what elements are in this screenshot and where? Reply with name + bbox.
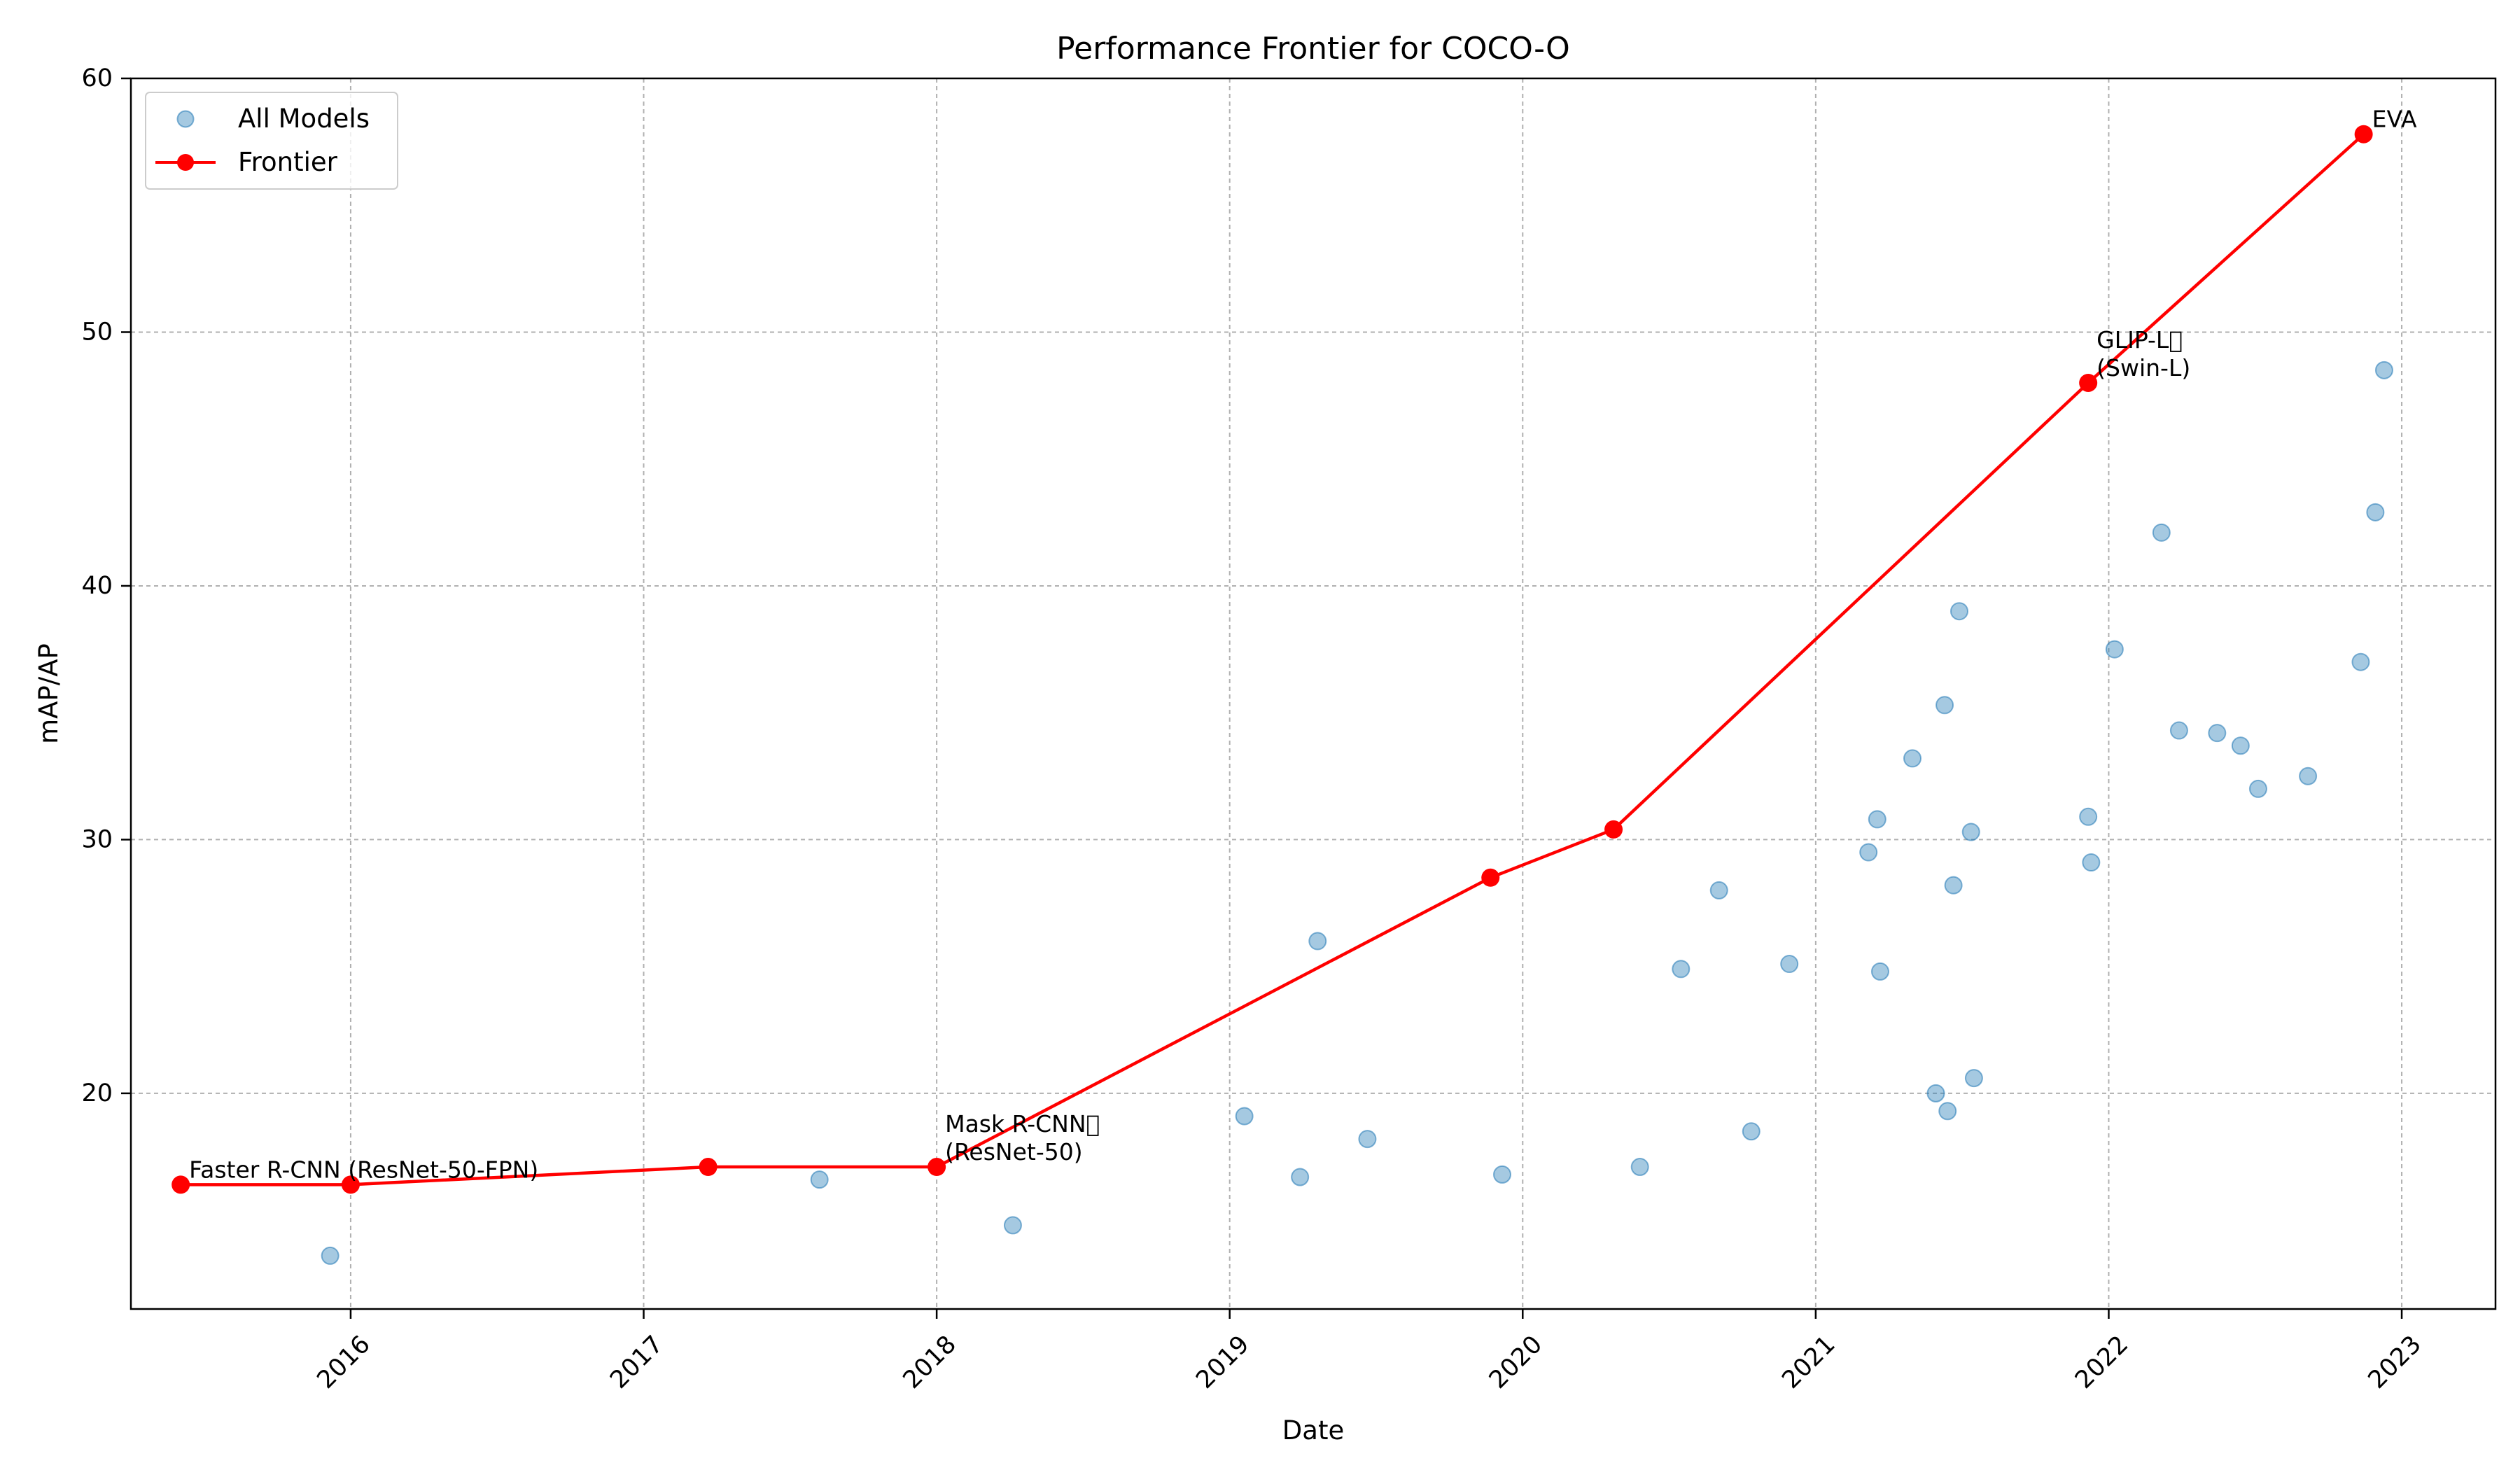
scatter-point-17 bbox=[1926, 1084, 1945, 1102]
scatter-point-14 bbox=[1868, 810, 1886, 829]
scatter-point-25 bbox=[2082, 853, 2101, 872]
scatter-point-0 bbox=[321, 1246, 340, 1265]
scatter-point-21 bbox=[1949, 602, 1968, 621]
scatter-point-8 bbox=[1630, 1158, 1649, 1177]
x-axis-label: Date bbox=[1282, 1415, 1344, 1446]
scatter-point-33 bbox=[2351, 652, 2370, 671]
scatter-point-32 bbox=[2299, 766, 2318, 785]
legend: All Models Frontier bbox=[145, 92, 398, 190]
legend-scatter-label: All Models bbox=[238, 104, 370, 134]
frontier-point-3 bbox=[927, 1158, 946, 1177]
annotation-0-line-0: Faster R-CNN (ResNet-50-FPN) bbox=[189, 1156, 538, 1183]
scatter-point-2 bbox=[1003, 1216, 1022, 1235]
scatter-point-26 bbox=[2105, 640, 2124, 659]
y-tick-label-20: 20 bbox=[81, 1079, 113, 1107]
scatter-point-1 bbox=[810, 1170, 829, 1189]
frontier-point-4 bbox=[1481, 868, 1500, 887]
legend-box bbox=[145, 92, 398, 190]
chart-title: Performance Frontier for COCO-O bbox=[1056, 31, 1570, 66]
scatter-point-34 bbox=[2366, 503, 2385, 522]
legend-frontier-marker bbox=[177, 154, 194, 171]
annotation-2-line-0: GLIP-L  bbox=[2096, 326, 2183, 354]
scatter-point-20 bbox=[1944, 876, 1963, 895]
scatter-point-6 bbox=[1358, 1130, 1377, 1149]
scatter-point-19 bbox=[1938, 1102, 1957, 1121]
y-tick-label-30: 30 bbox=[81, 825, 113, 853]
scatter-point-22 bbox=[1961, 822, 1980, 841]
frontier-point-2 bbox=[699, 1158, 718, 1177]
scatter-point-3 bbox=[1235, 1107, 1254, 1126]
frontier-point-1 bbox=[341, 1175, 360, 1194]
y-tick-label-50: 50 bbox=[81, 318, 113, 346]
scatter-point-27 bbox=[2152, 523, 2171, 542]
scatter-point-7 bbox=[1492, 1165, 1511, 1184]
scatter-point-24 bbox=[2079, 807, 2098, 826]
scatter-point-5 bbox=[1308, 932, 1327, 951]
scatter-point-9 bbox=[1672, 960, 1690, 979]
frontier-point-7 bbox=[2354, 125, 2373, 144]
scatter-layer bbox=[321, 360, 2393, 1265]
scatter-point-15 bbox=[1870, 962, 1889, 981]
legend-frontier-label: Frontier bbox=[238, 147, 338, 177]
frontier-point-0 bbox=[172, 1175, 190, 1194]
scatter-point-4 bbox=[1291, 1168, 1310, 1186]
scatter-point-31 bbox=[2248, 779, 2267, 798]
annotation-1-line-1: (ResNet-50) bbox=[945, 1138, 1083, 1166]
annotation-3-line-0: EVA bbox=[2372, 106, 2417, 133]
scatter-point-12 bbox=[1780, 955, 1799, 974]
y-axis-label: mAP/AP bbox=[34, 643, 64, 744]
y-tick-label-40: 40 bbox=[81, 572, 113, 600]
frontier-line bbox=[181, 133, 2365, 1186]
grid-layer bbox=[131, 78, 2496, 1309]
scatter-point-18 bbox=[1935, 696, 1954, 715]
scatter-point-23 bbox=[1964, 1069, 1983, 1088]
annotation-layer: Faster R-CNN (ResNet-50-FPN)Mask R-CNN (… bbox=[189, 106, 2417, 1184]
scatter-point-16 bbox=[1903, 749, 1922, 768]
scatter-point-10 bbox=[1709, 881, 1728, 899]
scatter-point-11 bbox=[1742, 1122, 1760, 1141]
scatter-point-30 bbox=[2231, 736, 2250, 755]
y-tick-label-60: 60 bbox=[81, 64, 113, 92]
annotation-2-line-1: (Swin-L) bbox=[2096, 354, 2190, 382]
legend-scatter-marker bbox=[176, 110, 195, 128]
annotation-1-line-0: Mask R-CNN  bbox=[945, 1110, 1100, 1138]
scatter-point-28 bbox=[2169, 721, 2188, 740]
frontier-layer bbox=[172, 125, 2373, 1194]
scatter-point-29 bbox=[2208, 724, 2227, 743]
frontier-point-5 bbox=[1604, 820, 1623, 839]
scatter-point-13 bbox=[1859, 843, 1878, 862]
frontier-point-6 bbox=[2079, 373, 2098, 392]
plot-frame bbox=[130, 77, 2497, 1310]
scatter-point-35 bbox=[2374, 360, 2393, 379]
